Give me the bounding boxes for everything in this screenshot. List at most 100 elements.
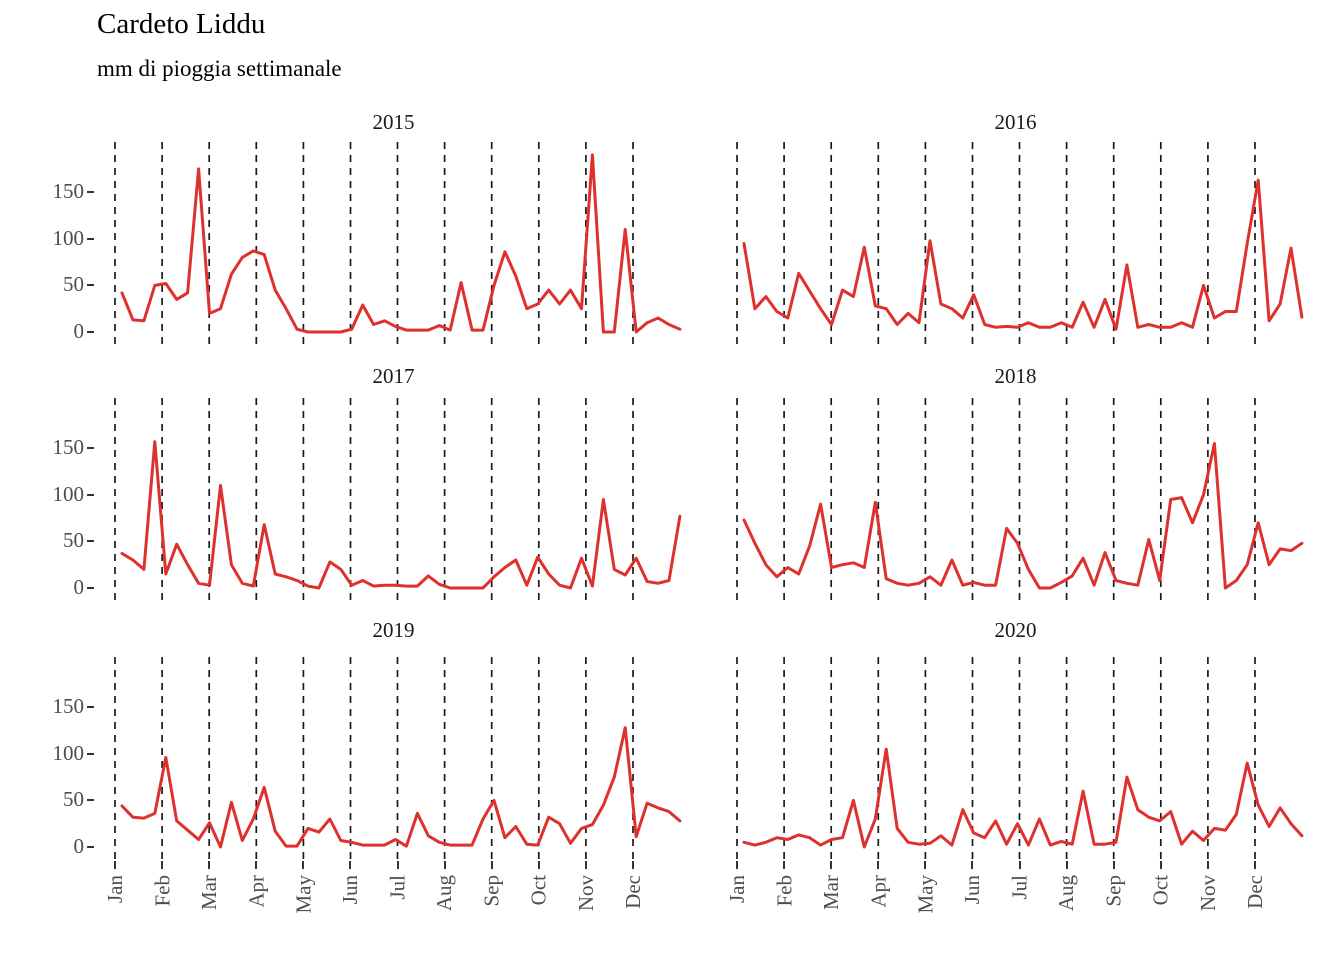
rainfall-line-2015 [120,153,682,334]
x-tick-mark [396,861,399,869]
x-tick-mark [302,861,305,869]
month-label-mar: Mar [819,875,844,910]
month-label-jun: Jun [338,875,363,905]
line-chart-2018 [736,398,1304,600]
chart-subtitle: mm di pioggia settimanale [97,56,342,81]
x-tick-mark [1159,861,1162,869]
facet-panel-2018 [719,396,1312,602]
y-tick-mark [87,191,94,194]
facet-panel-2016 [719,140,1312,346]
x-tick-mark [255,861,258,869]
facet-panel-2015 [97,140,690,346]
x-tick-mark [349,861,352,869]
month-label-oct: Oct [1148,875,1173,906]
y-tick-mark [87,493,94,496]
month-label-sep: Sep [1101,875,1126,907]
facet-label-2016: 2016 [994,110,1037,134]
y-tick-mark [87,237,94,240]
y-tick-label: 100 [52,740,85,765]
y-tick-mark [87,447,94,450]
month-label-jul: Jul [1007,875,1032,900]
x-tick-mark [971,861,974,869]
y-tick-label: 50 [63,528,84,553]
x-tick-mark [161,861,164,869]
y-tick-label: 100 [52,481,85,506]
y-tick-label: 150 [52,694,85,719]
month-label-may: May [913,875,938,914]
x-tick-mark [1253,861,1256,869]
y-tick-mark [87,752,94,755]
month-label-jan: Jan [725,875,749,903]
month-label-feb: Feb [150,875,175,907]
month-label-sep: Sep [479,875,504,907]
rainfall-line-2020 [742,747,1304,849]
x-tick-mark [736,861,738,869]
y-axis-row-2: 0 50 100 150 [0,396,97,602]
facet-panel-2017 [97,396,690,602]
rainfall-line-2019 [120,726,682,849]
x-axis-right-column: Jan Feb Mar Apr May Jun Jul Aug Sep Oct Nov Dec [719,861,1312,957]
month-label-apr: Apr [244,875,269,908]
facet-panel-2020 [719,655,1312,861]
y-tick-mark [87,587,94,589]
month-label-apr: Apr [866,875,891,908]
month-label-jul: Jul [385,875,410,900]
y-tick-label: 100 [52,225,85,250]
x-tick-mark [830,861,833,869]
y-tick-label: 150 [52,435,85,460]
x-tick-mark [490,861,493,869]
line-chart-2017 [114,398,682,600]
x-tick-mark [114,861,116,869]
line-chart-2015 [114,142,682,344]
y-tick-label: 50 [63,787,84,812]
x-tick-mark [1206,861,1209,869]
x-tick-mark [783,861,786,869]
x-tick-mark [1065,861,1068,869]
y-tick-label: 0 [73,575,85,599]
month-label-aug: Aug [432,875,457,912]
rainfall-line-2018 [742,442,1304,590]
x-tick-mark [208,861,211,869]
y-tick-label: 150 [52,179,85,204]
x-axis-left-column: Jan Feb Mar Apr May Jun Jul Aug Sep Oct Nov Dec [97,861,690,957]
month-label-feb: Feb [772,875,797,907]
y-tick-mark [87,331,94,333]
y-axis-row-3: 0 50 100 150 [0,655,97,861]
x-tick-mark [924,861,927,869]
y-axis-row-1: 0 50 100 150 [0,140,97,346]
month-label-dec: Dec [1243,875,1267,909]
y-tick-mark [87,284,94,287]
month-label-jun: Jun [960,875,985,905]
month-label-oct: Oct [526,875,551,906]
x-tick-mark [877,861,880,869]
line-chart-2019 [114,657,682,859]
month-label-nov: Nov [1195,875,1220,912]
x-tick-mark [537,861,540,869]
rainfall-line-2017 [120,440,682,590]
facet-label-2019: 2019 [372,618,415,642]
month-label-may: May [291,875,316,914]
x-tick-mark [584,861,587,869]
line-chart-2020 [736,657,1304,859]
x-tick-mark [1018,861,1021,869]
y-tick-label: 0 [73,834,85,858]
y-tick-mark [87,706,94,709]
y-tick-mark [87,540,94,543]
facet-label-2018: 2018 [994,364,1037,388]
month-label-aug: Aug [1054,875,1079,912]
x-tick-mark [1112,861,1115,869]
month-label-mar: Mar [197,875,222,910]
month-label-nov: Nov [573,875,598,912]
y-tick-label: 50 [63,272,84,297]
chart-title: Cardeto Liddu [97,8,266,40]
y-tick-mark [87,799,94,802]
month-label-jan: Jan [103,875,127,903]
facet-label-2017: 2017 [372,364,415,388]
facet-label-2015: 2015 [372,110,415,134]
facet-panel-2019 [97,655,690,861]
month-label-dec: Dec [621,875,645,909]
facet-label-2020: 2020 [994,618,1037,642]
y-tick-label: 0 [73,319,85,343]
x-tick-mark [631,861,634,869]
